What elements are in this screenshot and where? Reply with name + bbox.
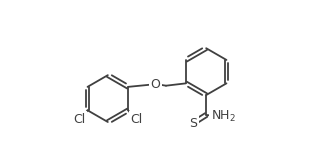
Text: S: S — [189, 117, 197, 130]
Text: Cl: Cl — [130, 113, 143, 126]
Text: NH$_2$: NH$_2$ — [211, 109, 236, 124]
Text: O: O — [150, 78, 160, 91]
Text: Cl: Cl — [73, 113, 85, 126]
